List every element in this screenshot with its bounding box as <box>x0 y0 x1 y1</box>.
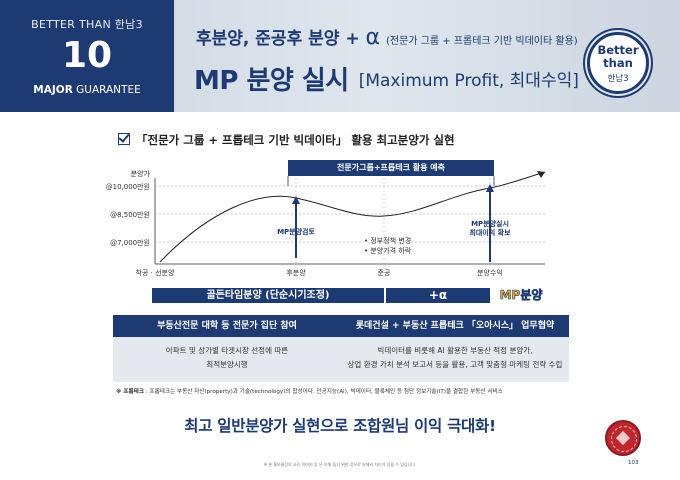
x-tick-profit: 분양수익 <box>477 269 503 277</box>
arrow-mp-review-head <box>292 196 300 204</box>
arrow-mp-exec-head <box>486 184 494 192</box>
header-subtitle: 후분양, 준공후 분양 + α (전문가 그룹 + 프롭테크 기반 빅데이타 활용… <box>196 24 578 50</box>
brand-block: BETTER THAN 한남3 10 MAJOR GUARANTEE <box>0 0 174 112</box>
badge-line3: 한남3 <box>607 74 629 84</box>
info-box-line2: 상업 환경 가치 분석 보고서 등을 활용, 고객 맞춤형 마케팅 전략 수립 <box>347 360 563 369</box>
timeline-mp: MP분양 <box>499 288 543 303</box>
callout-mp-exec: MP분양실시 최대이익 확보 <box>469 220 511 237</box>
brand-number: 10 <box>61 35 113 76</box>
x-tick-start: 착공 · 선분양 <box>135 269 175 277</box>
subtitle-text: 후분양, 준공후 분양 + <box>196 29 366 49</box>
footnote-label: ※ 프롭테크 <box>116 389 144 395</box>
brand-guarantee: MAJOR GUARANTEE <box>0 84 174 96</box>
timeline-golden-time: 골든타임분양 (단순시기조정) <box>152 288 384 303</box>
curve-arrowhead <box>537 171 545 178</box>
header-banner: BETTER THAN 한남3 10 MAJOR GUARANTEE 후분양, … <box>0 0 680 112</box>
brand-guarantee-rest: GUARANTEE <box>72 84 141 96</box>
section-title: 「전문가 그룹 + 프롭테크 기반 빅데이타」 활용 최고분양가 실현 <box>136 133 455 147</box>
y-tick-8500: @8,500만원 <box>110 211 150 219</box>
page-title: MP 분양 실시 [Maximum Profit, 최대수익] <box>194 60 579 97</box>
seal-stamp-icon <box>605 420 641 456</box>
price-curve <box>159 171 546 263</box>
title-text: MP 분양 실시 <box>194 66 349 96</box>
page-number: 103 <box>628 460 639 466</box>
badge-line1: Better <box>597 43 639 57</box>
title-bracket: [Maximum Profit, 최대수익] <box>358 71 579 91</box>
y-axis-label: 분양가 <box>130 170 150 178</box>
brand-guarantee-bold: MAJOR <box>33 84 73 96</box>
info-box-body: 빅데이터를 비롯해 AI 활용한 부동산 적정 분양가, 상업 환경 가치 분석… <box>341 344 569 372</box>
brand-tagline: BETTER THAN 한남3 <box>31 18 143 31</box>
callout-mp-review: MP분양검토 <box>277 228 315 236</box>
subtitle-note: (전문가 그룹 + 프롭테크 기반 빅데이타 활용) <box>386 36 578 47</box>
footnote: ※ 프롭테크 : 프롭테크는 부동산 자산(property)과 기술(tech… <box>116 387 503 395</box>
info-box-line2: 최적분양시행 <box>206 360 248 369</box>
info-box-line1: 빅데이터를 비롯해 AI 활용한 부동산 적정 분양가, <box>377 346 533 355</box>
note-price-drop: • 분양가격 하락 <box>364 247 412 255</box>
y-tick-7000: @7,000만원 <box>110 239 150 247</box>
badge-line2: than <box>603 56 633 70</box>
x-tick-after: 후분양 <box>286 269 306 277</box>
chart-notes: • 정부정책 변경 • 분양가격 하락 <box>364 236 411 256</box>
subtitle-alpha: α <box>365 25 381 50</box>
info-box-line1: 아파트 및 상가별 타겟시장 선정에 따른 <box>165 346 289 355</box>
info-box-title: 롯데건설 + 부동산 프롭테크 「오아시스」 업무협약 <box>341 315 569 337</box>
footnote-text: : 프롭테크는 부동산 자산(property)과 기술(technology)… <box>143 389 503 395</box>
slogan: 최고 일반분양가 실현으로 조합원님 이익 극대화! <box>184 417 496 435</box>
y-tick-10000: @10,000만원 <box>105 183 150 191</box>
better-than-badge: Better than 한남3 <box>587 32 649 94</box>
timeline-alpha: +α <box>386 288 490 303</box>
disclaimer: ※ 본 홍보물상의 사진 이미지 등 은 이해 돕기 위한 것으로 실제와 차이… <box>263 462 417 467</box>
info-box-body: 아파트 및 상가별 타겟시장 선정에 따른 최적분양시행 <box>113 344 341 372</box>
checkbox-icon <box>118 133 130 145</box>
chart-banner: 전문가그룹+프롭테크 활용 예측 <box>288 160 494 176</box>
x-tick-complete: 준공 <box>377 269 391 277</box>
note-policy: • 정부정책 변경 <box>364 237 412 245</box>
info-box-title: 부동산전문 대학 등 전문가 집단 참여 <box>113 315 341 337</box>
info-box-experts: 부동산전문 대학 등 전문가 집단 참여 아파트 및 상가별 타겟시장 선정에 … <box>113 315 341 382</box>
info-box-proptech: 롯데건설 + 부동산 프롭테크 「오아시스」 업무협약 빅데이터를 비롯해 AI… <box>341 315 569 382</box>
